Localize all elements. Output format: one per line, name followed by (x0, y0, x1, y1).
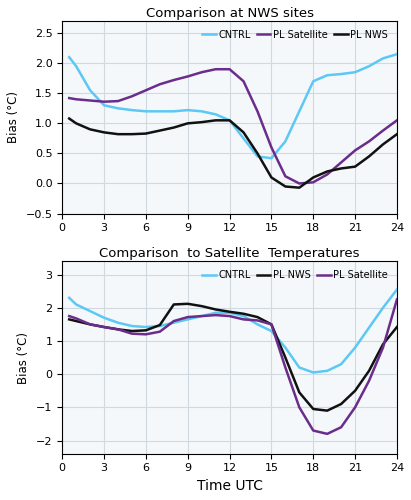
Title: Comparison at NWS sites: Comparison at NWS sites (145, 7, 314, 20)
Title: Comparison  to Satellite  Temperatures: Comparison to Satellite Temperatures (99, 247, 360, 260)
X-axis label: Time UTC: Time UTC (196, 479, 263, 493)
Legend: CNTRL, PL Satellite, PL NWS: CNTRL, PL Satellite, PL NWS (198, 26, 392, 44)
Y-axis label: Bias (°C): Bias (°C) (17, 332, 30, 384)
Legend: CNTRL, PL NWS, PL Satellite: CNTRL, PL NWS, PL Satellite (198, 266, 392, 284)
Y-axis label: Bias (°C): Bias (°C) (7, 92, 20, 144)
